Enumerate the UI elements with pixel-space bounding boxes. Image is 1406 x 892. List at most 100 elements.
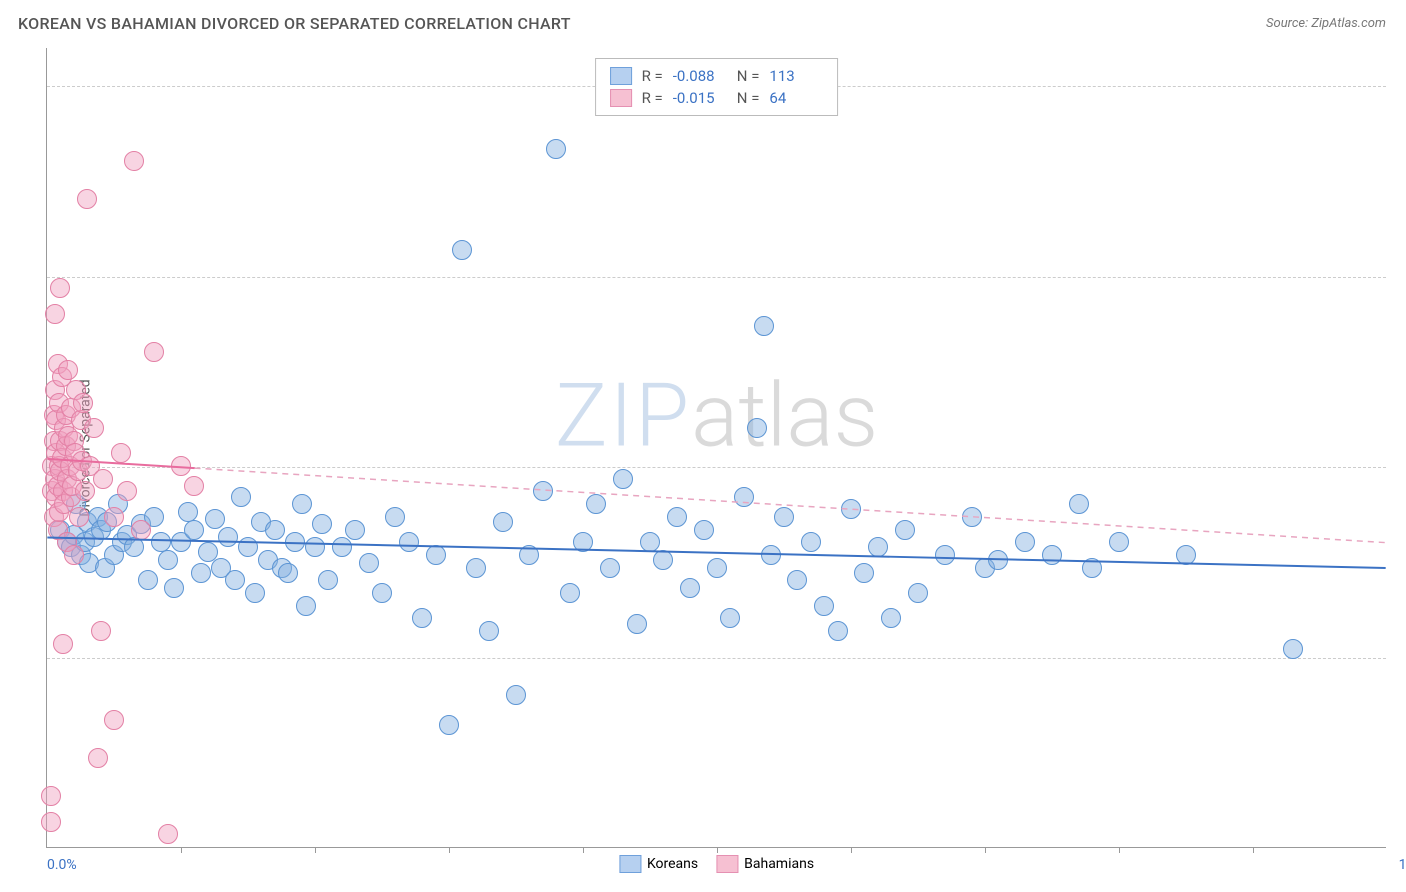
legend-item: Koreans: [619, 855, 698, 873]
scatter-point: [205, 509, 225, 529]
scatter-point: [801, 532, 821, 552]
r-value: -0.088: [673, 67, 727, 85]
x-axis-tick: [1119, 847, 1120, 853]
scatter-point: [218, 527, 238, 547]
scatter-point: [84, 418, 104, 438]
legend-swatch-icon: [610, 89, 632, 107]
scatter-point: [667, 507, 687, 527]
x-axis-tick: [1253, 847, 1254, 853]
scatter-point: [426, 545, 446, 565]
scatter-point: [640, 532, 660, 552]
scatter-point: [747, 418, 767, 438]
scatter-point: [493, 512, 513, 532]
x-axis-tick: [583, 847, 584, 853]
scatter-point: [814, 596, 834, 616]
x-axis-tick: [985, 847, 986, 853]
legend-stats-row: R = -0.015 N = 64: [610, 87, 824, 109]
scatter-point: [41, 786, 61, 806]
scatter-point: [50, 278, 70, 298]
n-value: 64: [769, 89, 823, 107]
scatter-point: [292, 494, 312, 514]
scatter-point: [75, 481, 95, 501]
x-axis-max-label: 100.0%: [1399, 857, 1406, 873]
scatter-point: [935, 545, 955, 565]
scatter-point: [88, 748, 108, 768]
x-axis-tick: [851, 847, 852, 853]
scatter-point: [560, 583, 580, 603]
scatter-point: [573, 532, 593, 552]
scatter-point: [479, 621, 499, 641]
scatter-point: [124, 537, 144, 557]
scatter-point: [372, 583, 392, 603]
x-axis-tick: [181, 847, 182, 853]
scatter-point: [895, 520, 915, 540]
scatter-point: [184, 476, 204, 496]
scatter-point: [318, 570, 338, 590]
scatter-point: [412, 608, 432, 628]
scatter-point: [191, 563, 211, 583]
scatter-point: [385, 507, 405, 527]
scatter-point: [774, 507, 794, 527]
scatter-point: [841, 499, 861, 519]
scatter-point: [1015, 532, 1035, 552]
n-label: N =: [737, 67, 760, 85]
scatter-point: [787, 570, 807, 590]
scatter-point: [245, 583, 265, 603]
source-label: Source: ZipAtlas.com: [1266, 16, 1386, 31]
scatter-point: [104, 507, 124, 527]
legend-item: Bahamians: [716, 855, 814, 873]
scatter-point: [184, 520, 204, 540]
scatter-point: [45, 304, 65, 324]
scatter-point: [680, 578, 700, 598]
scatter-point: [868, 537, 888, 557]
scatter-point: [238, 537, 258, 557]
scatter-point: [131, 520, 151, 540]
scatter-point: [117, 481, 137, 501]
scatter-point: [908, 583, 928, 603]
scatter-point: [854, 563, 874, 583]
scatter-point: [586, 494, 606, 514]
scatter-point: [720, 608, 740, 628]
scatter-point: [231, 487, 251, 507]
scatter-point: [694, 520, 714, 540]
scatter-point: [519, 545, 539, 565]
scatter-point: [158, 824, 178, 844]
scatter-point: [73, 393, 93, 413]
scatter-point: [359, 553, 379, 573]
scatter-point: [124, 151, 144, 171]
scatter-point: [77, 189, 97, 209]
scatter-point: [707, 558, 727, 578]
n-value: 113: [769, 67, 823, 85]
scatter-point: [1109, 532, 1129, 552]
scatter-point: [104, 710, 124, 730]
scatter-point: [312, 514, 332, 534]
scatter-point: [91, 621, 111, 641]
scatter-point: [345, 520, 365, 540]
scatter-point: [64, 545, 84, 565]
scatter-point: [138, 570, 158, 590]
legend-swatch-icon: [619, 855, 641, 873]
r-label: R =: [642, 89, 663, 107]
scatter-point: [58, 360, 78, 380]
scatter-point: [144, 342, 164, 362]
n-label: N =: [737, 89, 760, 107]
scatter-point: [1283, 639, 1303, 659]
scatter-point: [93, 469, 113, 489]
x-axis-tick: [449, 847, 450, 853]
scatter-point: [1176, 545, 1196, 565]
scatter-point: [158, 550, 178, 570]
scatter-point: [225, 570, 245, 590]
legend-series: Koreans Bahamians: [619, 855, 814, 873]
scatter-point: [1042, 545, 1062, 565]
scatter-point: [881, 608, 901, 628]
scatter-point: [962, 507, 982, 527]
scatter-point: [53, 634, 73, 654]
scatter-point: [734, 487, 754, 507]
scatter-point: [265, 520, 285, 540]
scatter-point: [828, 621, 848, 641]
scatter-point: [1069, 494, 1089, 514]
scatter-point: [600, 558, 620, 578]
scatter-point: [399, 532, 419, 552]
scatter-point: [439, 715, 459, 735]
scatter-point: [305, 537, 325, 557]
